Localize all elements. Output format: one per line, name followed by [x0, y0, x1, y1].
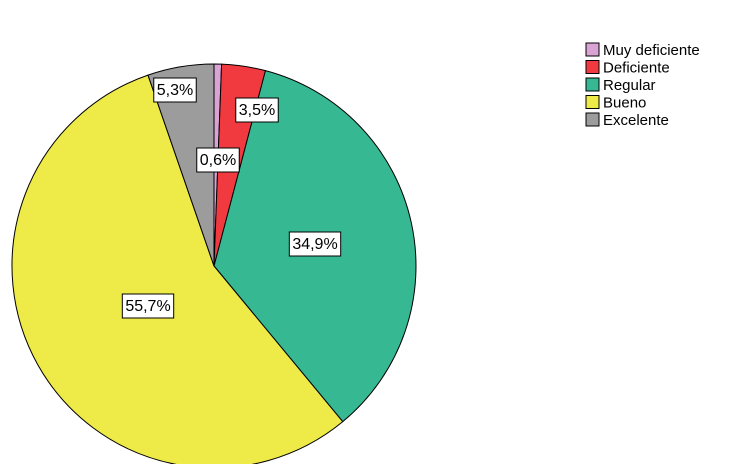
legend-label: Muy deficiente: [603, 42, 700, 59]
pie-slice: [147, 63, 215, 267]
legend-swatch: [585, 42, 600, 57]
data-label: 3,5%: [239, 102, 275, 119]
legend-swatch: [585, 95, 600, 109]
legend-swatch: [585, 60, 600, 74]
legend-label: Bueno: [603, 94, 646, 111]
legend-label: Regular: [603, 77, 656, 94]
legend-swatch: [585, 112, 600, 127]
data-label: 55,7%: [125, 298, 170, 315]
data-label-box: [288, 231, 342, 257]
data-label-box: [121, 293, 175, 319]
pie-slice: [11, 74, 344, 464]
legend-label: Excelente: [603, 112, 669, 129]
data-label: 5,3%: [157, 82, 193, 99]
data-label-box: [153, 77, 197, 103]
data-label-box: [235, 97, 279, 123]
legend-swatch: [585, 77, 600, 92]
data-label: 34,9%: [292, 236, 337, 253]
data-label: 0,6%: [200, 152, 236, 169]
legend-label: Deficiente: [603, 59, 670, 76]
data-label-box: [196, 147, 240, 173]
